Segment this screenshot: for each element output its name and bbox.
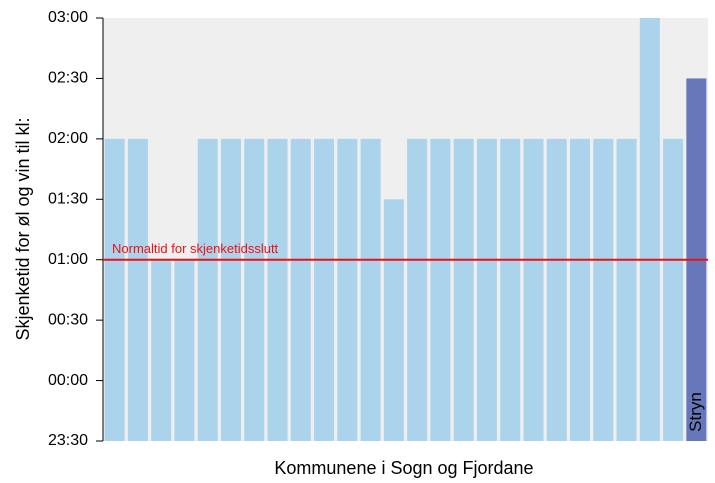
bar <box>383 199 404 441</box>
bar <box>639 18 660 441</box>
bar-label: Stryn <box>686 392 705 432</box>
bar <box>360 138 381 441</box>
bar <box>407 138 428 441</box>
bar <box>151 259 172 441</box>
bar <box>104 138 125 441</box>
bar <box>290 138 311 441</box>
y-tick-label: 01:00 <box>48 251 88 268</box>
y-tick-label: 02:30 <box>48 70 88 87</box>
bar <box>570 138 591 441</box>
bar <box>220 138 241 441</box>
reference-label: Normaltid for skjenketidsslutt <box>112 241 279 256</box>
bar <box>337 138 358 441</box>
bar <box>663 138 684 441</box>
bar <box>453 138 474 441</box>
bar <box>197 138 218 441</box>
bar <box>616 138 637 441</box>
bar <box>174 259 195 441</box>
bar <box>267 138 288 441</box>
bar <box>244 138 265 441</box>
y-tick-label: 03:00 <box>48 9 88 26</box>
bar <box>546 138 567 441</box>
y-tick-label: 00:00 <box>48 372 88 389</box>
bar <box>127 138 148 441</box>
bar <box>593 138 614 441</box>
y-tick-label: 00:30 <box>48 311 88 328</box>
bar <box>523 138 544 441</box>
bar <box>314 138 335 441</box>
y-tick-label: 02:00 <box>48 130 88 147</box>
y-tick-label: 01:30 <box>48 191 88 208</box>
bar <box>476 138 497 441</box>
bar <box>500 138 521 441</box>
bar <box>430 138 451 441</box>
y-axis-label: Skjenketid for øl og vin til kl: <box>13 117 33 340</box>
x-axis-label: Kommunene i Sogn og Fjordane <box>274 458 533 478</box>
y-tick-label: 23:30 <box>48 432 88 449</box>
